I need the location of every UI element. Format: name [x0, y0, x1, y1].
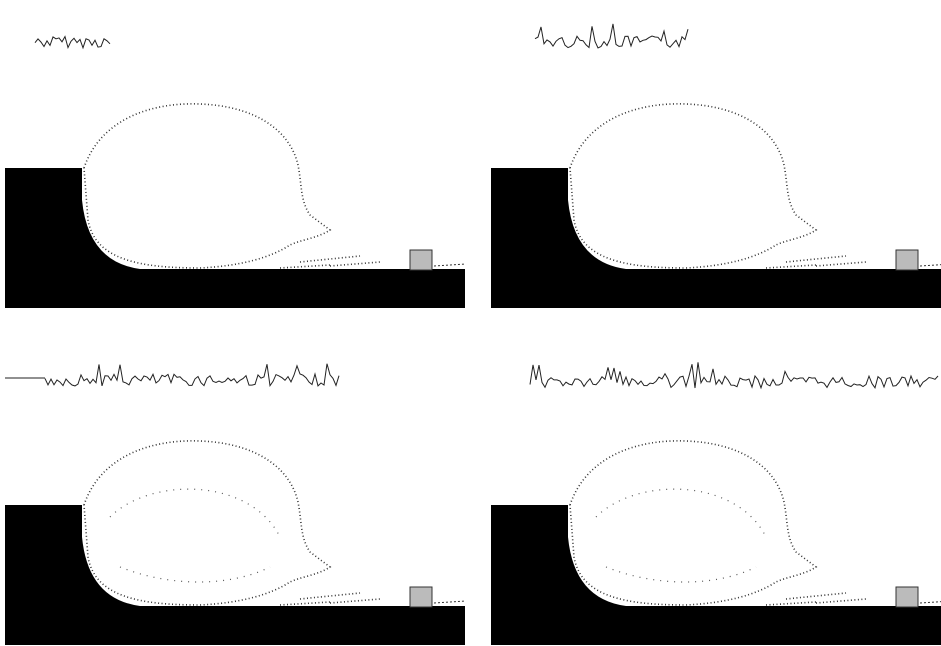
panel-top-right	[491, 104, 941, 308]
traces	[35, 24, 938, 388]
panel-bottom-right	[491, 441, 941, 645]
figure	[0, 0, 941, 646]
signal-trace	[35, 37, 110, 48]
panel-top-left	[5, 104, 465, 308]
signal-trace	[535, 24, 688, 48]
signal-trace	[45, 364, 339, 386]
signal-trace	[530, 362, 938, 388]
panel-bottom-left	[5, 441, 465, 645]
